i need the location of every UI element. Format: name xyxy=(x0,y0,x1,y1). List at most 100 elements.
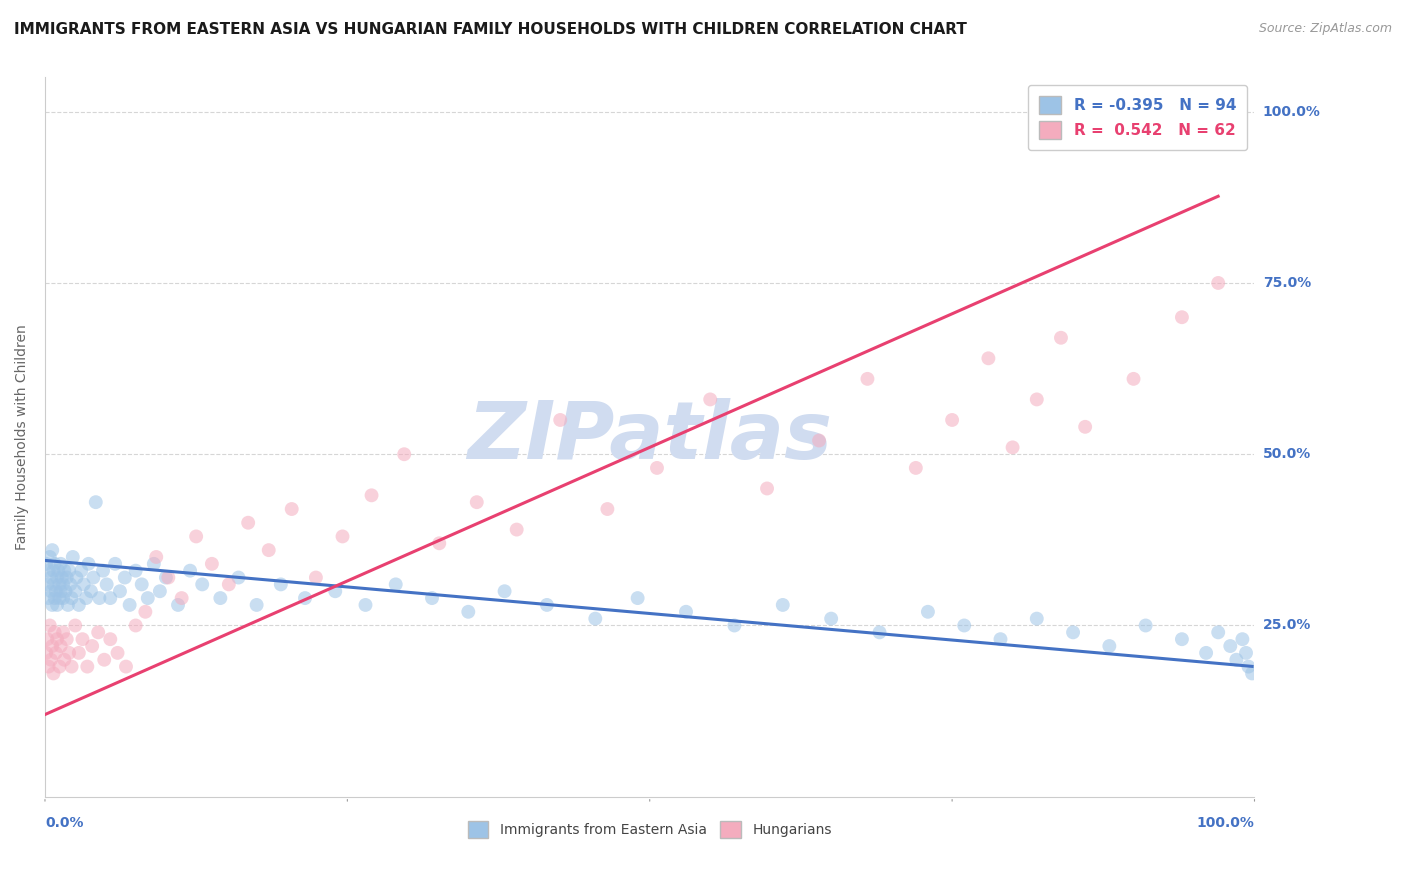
Point xyxy=(977,351,1000,366)
Point xyxy=(1234,646,1257,660)
Point xyxy=(270,577,292,591)
Point xyxy=(125,564,148,578)
Point xyxy=(62,549,84,564)
Point xyxy=(70,564,93,578)
Point xyxy=(142,557,165,571)
Point xyxy=(494,584,516,599)
Point xyxy=(384,577,406,591)
Point xyxy=(294,591,316,605)
Point xyxy=(37,632,59,647)
Point xyxy=(392,447,415,461)
Point xyxy=(1171,310,1194,325)
Point xyxy=(35,557,58,571)
Point xyxy=(76,659,98,673)
Point xyxy=(332,529,354,543)
Point xyxy=(990,632,1012,647)
Point xyxy=(48,659,70,673)
Point xyxy=(1050,331,1073,345)
Point xyxy=(46,570,69,584)
Point xyxy=(39,653,62,667)
Point xyxy=(60,659,83,673)
Text: Source: ZipAtlas.com: Source: ZipAtlas.com xyxy=(1258,22,1392,36)
Point xyxy=(104,557,127,571)
Point xyxy=(38,618,60,632)
Point xyxy=(48,591,70,605)
Text: 50.0%: 50.0% xyxy=(1263,447,1310,461)
Point xyxy=(596,502,619,516)
Point xyxy=(72,632,94,647)
Point xyxy=(41,543,63,558)
Point xyxy=(51,570,73,584)
Point xyxy=(45,646,67,660)
Point xyxy=(45,584,67,599)
Point xyxy=(246,598,269,612)
Point xyxy=(1232,632,1254,647)
Point xyxy=(1025,612,1047,626)
Point xyxy=(675,605,697,619)
Point xyxy=(427,536,450,550)
Point xyxy=(157,570,180,584)
Point xyxy=(55,632,77,647)
Point xyxy=(238,516,260,530)
Point xyxy=(38,564,60,578)
Text: 100.0%: 100.0% xyxy=(1263,104,1320,119)
Point xyxy=(1206,625,1229,640)
Point xyxy=(39,584,62,599)
Point xyxy=(869,625,891,640)
Point xyxy=(280,502,302,516)
Point xyxy=(505,523,527,537)
Point xyxy=(186,529,208,543)
Point xyxy=(1001,441,1024,455)
Point xyxy=(52,591,75,605)
Point xyxy=(167,598,190,612)
Point xyxy=(723,618,745,632)
Point xyxy=(49,639,72,653)
Point xyxy=(89,591,111,605)
Point xyxy=(583,612,606,626)
Point xyxy=(49,584,72,599)
Point xyxy=(52,577,75,591)
Point xyxy=(82,570,104,584)
Point xyxy=(38,591,60,605)
Point xyxy=(75,591,97,605)
Point xyxy=(1122,372,1144,386)
Point xyxy=(201,557,224,571)
Point xyxy=(645,461,668,475)
Point xyxy=(360,488,382,502)
Point xyxy=(228,570,250,584)
Point xyxy=(44,557,66,571)
Point xyxy=(756,482,779,496)
Point xyxy=(82,639,104,653)
Point xyxy=(84,495,107,509)
Point xyxy=(125,618,148,632)
Point xyxy=(98,591,121,605)
Point xyxy=(1025,392,1047,407)
Point xyxy=(67,598,90,612)
Text: ZIPatlas: ZIPatlas xyxy=(467,398,832,476)
Point xyxy=(73,577,96,591)
Point xyxy=(53,653,76,667)
Point xyxy=(52,625,75,640)
Point xyxy=(39,570,62,584)
Point xyxy=(49,557,72,571)
Point xyxy=(772,598,794,612)
Point xyxy=(155,570,177,584)
Text: 0.0%: 0.0% xyxy=(45,816,83,830)
Point xyxy=(257,543,280,558)
Point xyxy=(63,584,86,599)
Point xyxy=(87,625,110,640)
Point xyxy=(953,618,976,632)
Point xyxy=(41,639,63,653)
Point xyxy=(1135,618,1157,632)
Point xyxy=(91,564,114,578)
Point xyxy=(820,612,842,626)
Point xyxy=(131,577,153,591)
Point xyxy=(699,392,721,407)
Point xyxy=(1219,639,1241,653)
Point xyxy=(42,564,65,578)
Point xyxy=(63,618,86,632)
Legend: Immigrants from Eastern Asia, Hungarians: Immigrants from Eastern Asia, Hungarians xyxy=(463,815,838,844)
Text: 75.0%: 75.0% xyxy=(1263,276,1310,290)
Point xyxy=(904,461,927,475)
Point xyxy=(98,632,121,647)
